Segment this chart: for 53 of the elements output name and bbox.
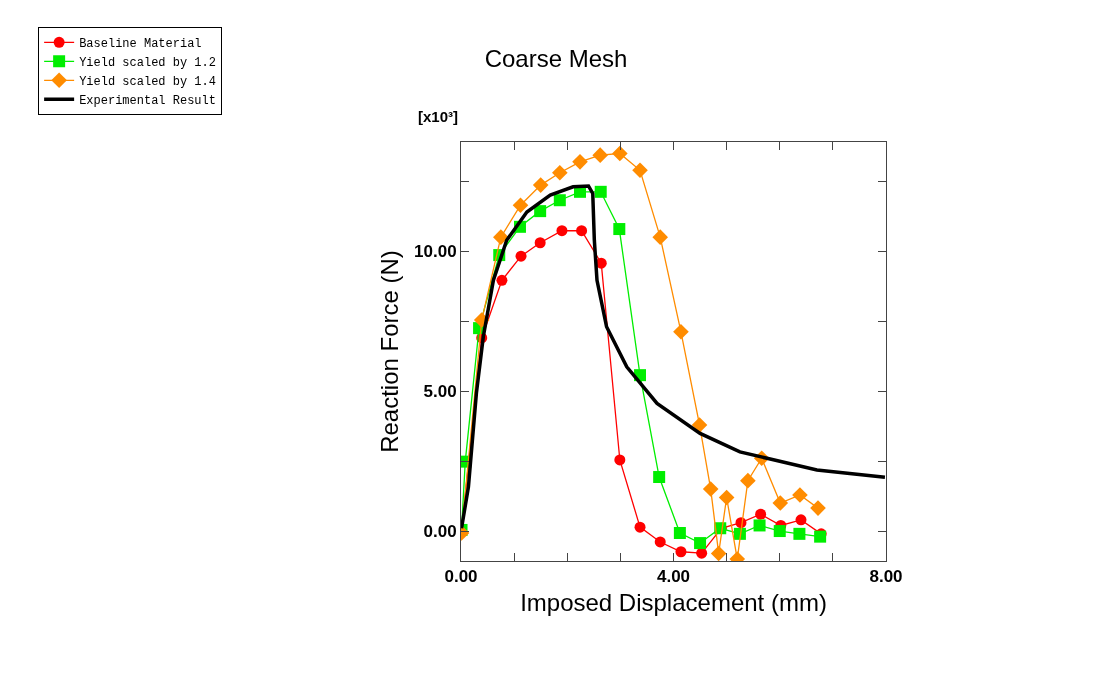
point	[592, 147, 608, 163]
legend-label: Baseline Material	[79, 36, 202, 51]
point	[594, 185, 607, 198]
chart-title: Coarse Mesh	[484, 45, 628, 73]
point	[512, 197, 529, 214]
point	[710, 545, 727, 561]
point	[673, 323, 689, 340]
legend-label: Yield scaled by 1.4	[79, 74, 216, 89]
point	[694, 537, 707, 550]
x-axis-title: Imposed Displacement (mm)	[520, 588, 827, 616]
legend-label: Experimental Result	[79, 93, 216, 108]
point	[792, 487, 808, 503]
point	[496, 274, 508, 286]
y-tick-label: 5.00	[423, 382, 457, 402]
point	[810, 500, 826, 516]
point	[515, 250, 527, 262]
point	[532, 177, 549, 193]
y-axis-title: Reaction Force (N)	[376, 250, 404, 453]
point	[773, 525, 786, 538]
point	[632, 162, 648, 179]
text: [x10³]	[418, 108, 459, 125]
point	[612, 145, 628, 162]
point	[654, 536, 666, 548]
point	[613, 223, 626, 236]
x-tick-label: 0.00	[444, 567, 478, 587]
point	[795, 514, 807, 526]
point	[534, 237, 546, 249]
point	[673, 527, 686, 540]
x-tick-label: 4.00	[656, 567, 691, 587]
point	[755, 508, 767, 520]
point	[572, 154, 588, 170]
point	[534, 205, 547, 218]
point	[718, 489, 735, 506]
point	[652, 229, 669, 245]
point	[552, 164, 568, 181]
point	[653, 471, 666, 484]
point	[793, 527, 806, 540]
point	[614, 454, 626, 466]
point	[576, 225, 588, 237]
x-tick-label: 8.00	[869, 567, 903, 587]
point	[691, 417, 708, 433]
point	[634, 521, 646, 533]
y-tick-label: 0.00	[423, 522, 457, 541]
y-tick-label: 10.00	[414, 242, 457, 262]
point	[675, 546, 687, 558]
point	[702, 481, 719, 497]
point	[772, 495, 789, 511]
point	[553, 194, 566, 207]
legend-label: Yield scaled by 1.2	[79, 55, 216, 70]
point	[740, 472, 756, 489]
point	[493, 229, 509, 245]
point	[753, 519, 766, 532]
point	[556, 225, 568, 237]
